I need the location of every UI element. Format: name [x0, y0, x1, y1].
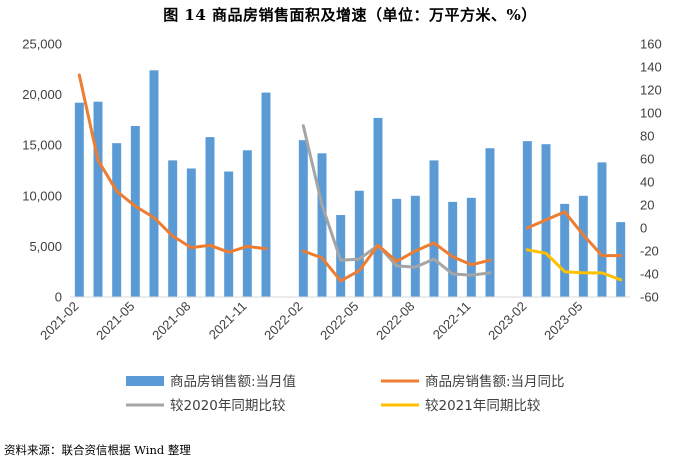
legend-label: 较2021年同期比较: [425, 398, 541, 414]
bar-2022-11: [466, 197, 476, 297]
bar-2023-06: [597, 162, 607, 297]
bar-2023-05: [578, 195, 588, 297]
series-line-vs2021: [525, 248, 623, 282]
chart-title: 图 14 商品房销售面积及增速（单位：万平方米、%）: [163, 6, 537, 24]
x-tick-label: 2021-02: [37, 299, 81, 343]
y-right-tick-label: 140: [640, 60, 662, 75]
x-tick-label: 2021-11: [206, 299, 250, 343]
bar-2022-12: [485, 148, 495, 297]
y-right-tick-label: 100: [640, 106, 662, 121]
y-right-tick-label: 20: [640, 198, 654, 213]
legend-item-2: 较2020年同期比较: [126, 398, 286, 414]
legend-swatch: [126, 376, 164, 386]
legend-label: 商品房销售额:当月同比: [425, 374, 565, 390]
bar-2023-07: [616, 222, 626, 297]
y-left-tick-label: 0: [55, 290, 62, 305]
x-tick-label: 2022-11: [430, 299, 474, 343]
x-tick-label: 2021-08: [149, 299, 193, 343]
bar-2021-09: [205, 137, 215, 297]
y-right-tick-label: 0: [640, 221, 647, 236]
bar-2022-02: [298, 140, 308, 297]
y-right-tick-label: 120: [640, 83, 662, 98]
legend-label: 较2020年同期比较: [170, 398, 286, 414]
bar-2021-03: [93, 101, 103, 298]
legend-label: 商品房销售额:当月值: [170, 374, 296, 390]
bar-2021-06: [149, 70, 159, 297]
bar-2022-09: [429, 160, 439, 297]
series-line-yoy: [77, 73, 623, 283]
y-right-tick-label: 60: [640, 152, 654, 167]
bar-2021-11: [242, 150, 252, 297]
bar-2021-02: [74, 102, 84, 297]
y-left-tick-label: 15,000: [22, 138, 62, 153]
x-tick-label: 2023-02: [485, 299, 529, 343]
legend-item-0: 商品房销售额:当月值: [126, 374, 296, 390]
source-note: 资料来源：联合资信根据 Wind 整理: [4, 443, 191, 457]
bar-2021-08: [186, 168, 196, 297]
x-tick-label: 2022-08: [373, 299, 417, 343]
bar-2022-07: [392, 198, 402, 297]
y-right-tick-label: 80: [640, 129, 654, 144]
x-tick-label: 2022-02: [261, 299, 305, 343]
bar-2022-03: [317, 153, 327, 297]
legend-item-3: 较2021年同期比较: [381, 398, 541, 414]
bar-2022-05: [354, 190, 364, 297]
y-right-tick-label: 40: [640, 175, 654, 190]
y-right-tick-label: -20: [640, 244, 659, 259]
x-tick-label: 2022-05: [317, 299, 361, 343]
bar-2022-10: [448, 201, 458, 297]
bar-2023-04: [560, 203, 570, 297]
bar-2022-08: [410, 195, 420, 297]
y-left-tick-label: 5,000: [29, 239, 62, 254]
bar-2022-06: [373, 117, 383, 297]
x-tick-label: 2021-05: [93, 299, 137, 343]
bar-2021-07: [168, 160, 178, 297]
bar-2021-10: [224, 171, 234, 297]
y-right-tick-label: 160: [640, 37, 662, 52]
series-line-vs2020: [301, 124, 492, 277]
bar-2021-05: [130, 125, 140, 297]
y-right-tick-label: -60: [640, 290, 659, 305]
bar-2023-02: [522, 141, 532, 297]
x-tick-label: 2023-05: [541, 299, 585, 343]
legend-item-1: 商品房销售额:当月同比: [381, 374, 565, 390]
y-left-tick-label: 10,000: [22, 188, 62, 203]
bar-2021-12: [261, 92, 271, 298]
y-left-tick-label: 25,000: [22, 37, 62, 52]
y-left-tick-label: 20,000: [22, 87, 62, 102]
bar-2021-04: [112, 143, 122, 297]
y-right-tick-label: -40: [640, 267, 659, 282]
